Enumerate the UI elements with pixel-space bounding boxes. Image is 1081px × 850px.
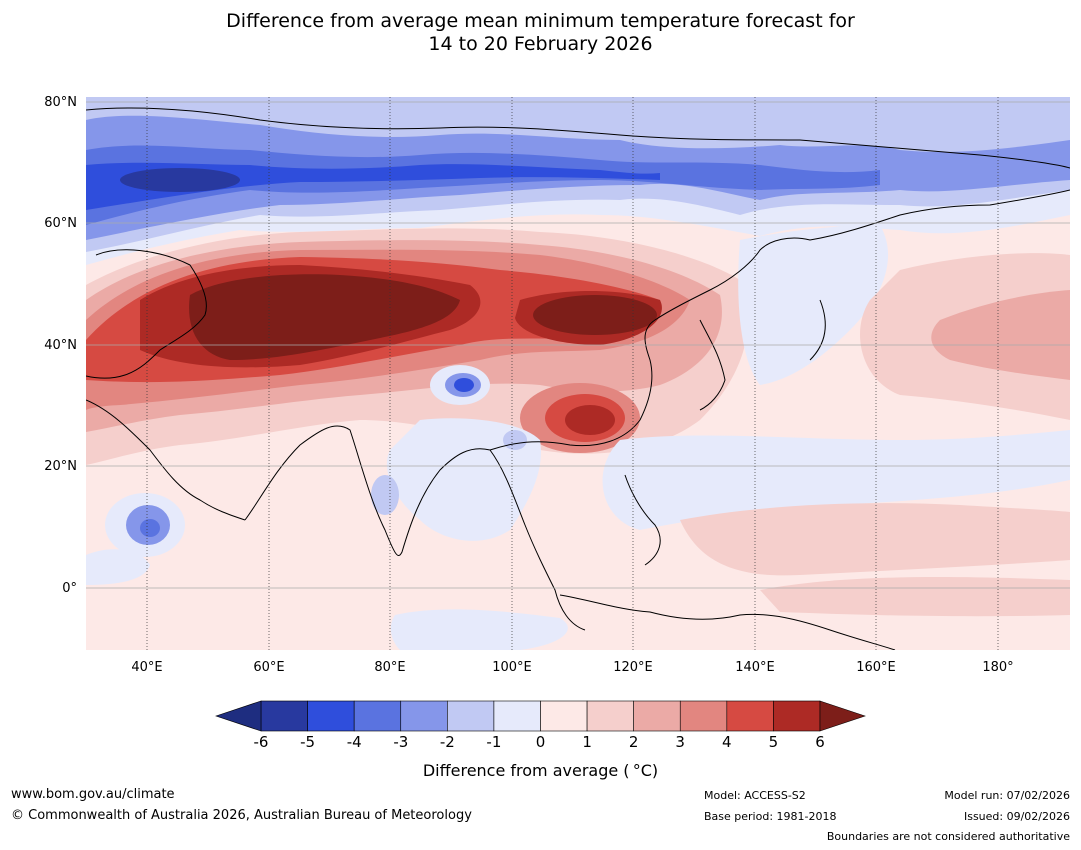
model-run-date: Model run: 07/02/2026 xyxy=(944,789,1070,802)
colorbar-segment xyxy=(540,700,588,732)
coastlines xyxy=(86,107,1070,650)
lon-label-40e: 40°E xyxy=(131,660,163,675)
colorbar-label: Difference from average ( °C) xyxy=(422,761,659,780)
pacific-warm-4 xyxy=(760,577,1070,617)
colorbar-tick: -3 xyxy=(393,733,409,751)
colorbar-segment xyxy=(260,700,308,732)
colorbar-segment xyxy=(633,700,681,732)
colorbar-segment xyxy=(400,700,448,732)
colorbar-tick: 3 xyxy=(675,733,685,751)
colorbar-tick: -6 xyxy=(253,733,269,751)
lon-label-140e: 140°E xyxy=(735,660,775,675)
lat-label-80n: 80°N xyxy=(44,95,77,110)
lon-label-60e: 60°E xyxy=(253,660,285,675)
tibet-cold-3 xyxy=(454,378,474,392)
colorbar-tick: 0 xyxy=(535,733,546,751)
colorbar-tick: -2 xyxy=(439,733,455,751)
bom-url[interactable]: www.bom.gov.au/climate xyxy=(11,787,175,802)
lon-label-80e: 80°E xyxy=(374,660,406,675)
map-title-line2: 14 to 20 February 2026 xyxy=(428,33,653,55)
colorbar-segment xyxy=(353,700,402,732)
ethiopia-cold-3 xyxy=(140,519,160,537)
colorbar-tick: -4 xyxy=(346,733,362,751)
colorbar-tick: 4 xyxy=(722,733,732,751)
colorbar-tick: 2 xyxy=(628,733,639,751)
colorbar-segment xyxy=(773,700,821,732)
colorbar-tick: 6 xyxy=(815,733,825,751)
lon-label-100e: 100°E xyxy=(492,660,532,675)
map-field xyxy=(86,97,1070,650)
arctic-cold-4 xyxy=(86,145,880,225)
colorbar-segment xyxy=(307,700,355,732)
colorbar-under-arrow xyxy=(215,700,262,732)
lat-label-60n: 60°N xyxy=(44,216,77,231)
colorbar-tick: 1 xyxy=(582,733,592,751)
lon-label-160e: 160°E xyxy=(856,660,896,675)
colorbar-tick: -1 xyxy=(486,733,502,751)
south-china-warm-3 xyxy=(565,405,615,435)
east-africa-cold xyxy=(86,549,150,585)
lat-label-20n: 20°N xyxy=(44,459,77,474)
colorbar-tick: -5 xyxy=(300,733,316,751)
colorbar-over-arrow xyxy=(819,700,866,732)
pacific-cold-band xyxy=(602,430,1070,530)
lon-label-180: 180° xyxy=(982,660,1014,675)
map-title-line1: Difference from average mean minimum tem… xyxy=(226,10,855,32)
colorbar-segment xyxy=(726,700,774,732)
india-west-cold xyxy=(371,475,399,515)
copyright-text: © Commonwealth of Australia 2026, Austra… xyxy=(11,808,472,823)
arctic-core xyxy=(120,168,240,192)
lon-label-120e: 120°E xyxy=(613,660,653,675)
boundaries-disclaimer: Boundaries are not considered authoritat… xyxy=(826,830,1070,843)
pacific-warm-3 xyxy=(680,503,1070,576)
pacific-warm-2 xyxy=(931,290,1070,380)
colorbar-segment xyxy=(447,700,495,732)
model-info: Model: ACCESS-S2 xyxy=(704,789,806,802)
issued-date: Issued: 09/02/2026 xyxy=(963,810,1070,823)
colorbar-segment xyxy=(679,700,728,732)
colorbar-segment xyxy=(586,700,634,732)
warm-core-mongolia xyxy=(533,295,657,335)
lat-label-0: 0° xyxy=(62,581,77,596)
graticule xyxy=(86,97,1070,650)
equatorial-cold xyxy=(390,609,568,650)
lat-label-40n: 40°N xyxy=(44,338,77,353)
base-period: Base period: 1981-2018 xyxy=(704,810,837,823)
india-cold xyxy=(386,418,541,541)
colorbar-tick: 5 xyxy=(768,733,779,751)
warm-core-central-asia xyxy=(189,274,460,360)
colorbar-segment xyxy=(493,700,541,732)
